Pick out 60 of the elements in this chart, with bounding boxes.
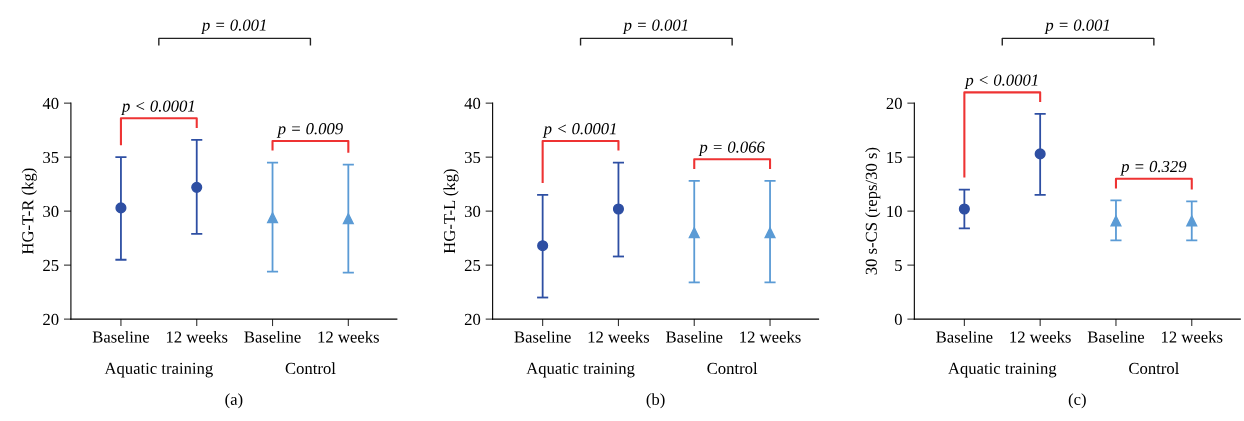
x-tick-label: 12 weeks: [740, 330, 801, 343]
point: [266, 212, 279, 224]
text: p < 0.0001: [964, 74, 1038, 90]
x-tick-label: Baseline: [936, 330, 993, 343]
annotation: p = 0.066: [698, 141, 765, 157]
x-tick-label: 12 weeks: [318, 330, 379, 343]
x-tick-label: 12 weeks: [1161, 330, 1223, 343]
point: [1034, 148, 1046, 160]
y-axis-title: HG-T-L (kg): [443, 169, 459, 254]
annotation: p = 0.009: [276, 123, 343, 138]
text: p = 0.001: [622, 19, 688, 35]
annotation: p = 0.329: [1120, 160, 1187, 176]
y-axis-title: 30 s-CS (reps/30 s): [865, 147, 881, 275]
y-tick-label: 40: [42, 97, 59, 110]
x-axis-title: (b): [646, 393, 665, 409]
x-axis-title: (a): [225, 393, 243, 409]
y-tick-label: 35: [464, 151, 481, 164]
point: [191, 181, 203, 193]
x-tick-label: Baseline: [514, 330, 571, 343]
text: Control: [1129, 362, 1179, 375]
y-tick-label: 25: [464, 259, 481, 272]
x-tick-label: 12 weeks: [1010, 330, 1071, 343]
x-tick-label: Baseline: [666, 330, 723, 343]
text: p = 0.001: [200, 19, 266, 35]
text: Control: [707, 362, 758, 375]
point: [537, 240, 549, 252]
y-tick-label: 20: [464, 313, 481, 326]
annotation: p < 0.0001: [120, 100, 194, 116]
point: [764, 227, 776, 239]
point: [1186, 215, 1198, 227]
y-tick-label: 20: [43, 313, 59, 326]
x-tick-label: 12 weeks: [166, 330, 228, 343]
x-tick-label: Baseline: [92, 330, 150, 343]
text: Aquatic training: [104, 362, 213, 378]
x-axis-title: (c): [1068, 393, 1086, 409]
x-tick-label: Baseline: [244, 330, 301, 343]
point: [612, 203, 625, 215]
y-tick-label: 0: [894, 313, 902, 326]
point: [688, 227, 700, 239]
y-tick-label: 25: [43, 259, 59, 272]
y-tick-label: 20: [886, 97, 902, 110]
text: Aquatic training: [948, 362, 1057, 378]
text: Aquatic training: [526, 362, 635, 378]
point: [1110, 215, 1122, 227]
y-axis-title: HG-T-R (kg): [21, 168, 37, 255]
text: p = 0.001: [1044, 19, 1109, 35]
y-tick-label: 15: [887, 151, 902, 164]
y-tick-label: 10: [887, 205, 902, 218]
x-tick-label: 12 weeks: [588, 330, 650, 343]
point: [958, 203, 970, 215]
y-tick-label: 40: [464, 97, 481, 110]
x-tick-label: Baseline: [1087, 330, 1145, 343]
y-tick-label: 30: [43, 205, 59, 218]
y-tick-label: 5: [895, 259, 902, 272]
y-tick-label: 35: [43, 151, 59, 164]
text: Control: [285, 362, 336, 375]
y-tick-label: 30: [464, 205, 481, 218]
point: [115, 202, 127, 214]
annotation: p < 0.0001: [542, 123, 616, 138]
point: [342, 213, 354, 225]
